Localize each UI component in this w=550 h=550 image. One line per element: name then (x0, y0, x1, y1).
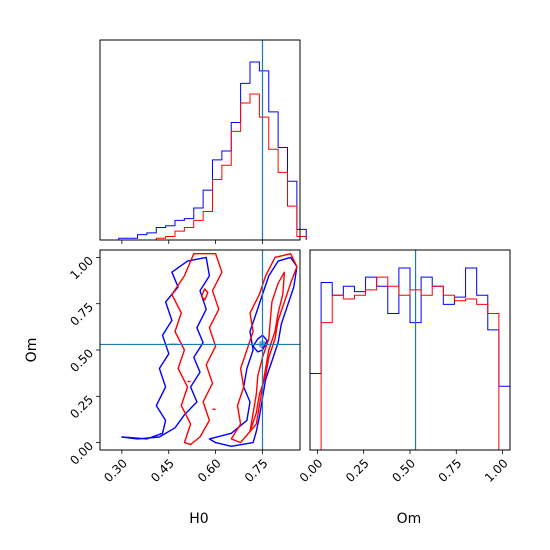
contour-red-2 (230, 253, 298, 444)
h0-hist-frame (99, 39, 301, 241)
x-tick-label-h0: 0.45 (148, 456, 177, 485)
contour-blue-3 (252, 334, 268, 353)
h0-hist-red (100, 93, 307, 241)
x-tick-label-om: 0.75 (436, 456, 465, 485)
contour-red-4 (200, 288, 209, 301)
x-tick-label-om: 0.50 (389, 456, 418, 485)
contour-red-1 (171, 253, 223, 446)
x-tick-label-h0: 0.30 (101, 456, 130, 485)
h0-om-contour-panel: 0.30 0.45 0.60 0.75 0.00 0.25 0.50 0.75 1.00 (67, 249, 301, 485)
x-tick-label-h0: 0.60 (195, 456, 224, 485)
y-tick-label-om: 0.25 (67, 393, 96, 422)
x-tick-label-om: 0.00 (297, 456, 326, 485)
contour-blue-1 (121, 256, 211, 440)
contour-red-3 (249, 271, 286, 433)
y-tick-label-om: 0.50 (67, 346, 96, 375)
x-axis-title-om: Om (397, 511, 422, 527)
y-axis-title-om: Om (24, 338, 40, 363)
contour-frame (99, 249, 301, 451)
y-tick-label-om: 1.00 (67, 254, 96, 283)
x-axis-title-h0: H0 (189, 511, 208, 527)
y-tick-label-om: 0.00 (67, 439, 96, 468)
om-hist-red (310, 276, 510, 451)
x-tick-label-om: 0.25 (343, 456, 372, 485)
h0-histogram-panel (99, 39, 307, 244)
x-tick-label-h0: 0.75 (242, 456, 271, 485)
contour-lines (121, 253, 298, 447)
x-tick-label-om: 1.00 (482, 456, 511, 485)
y-tick-label-om: 0.75 (67, 300, 96, 329)
om-histogram-panel: 0.00 0.25 0.50 0.75 1.00 (297, 249, 511, 485)
